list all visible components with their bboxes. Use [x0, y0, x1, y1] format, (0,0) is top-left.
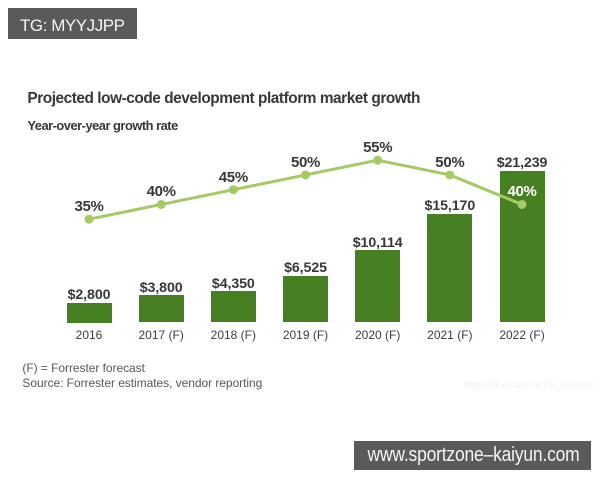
- line-marker: [84, 214, 94, 224]
- bar-value-label: $6,525: [284, 259, 327, 276]
- bar-2018: [210, 291, 256, 323]
- chart-subtitle: Year-over-year growth rate: [27, 118, 178, 134]
- growth-rate-label: 50%: [290, 153, 321, 171]
- telegram-badge-label: TG: MYYJJPP: [19, 16, 125, 35]
- line-marker: [156, 199, 166, 209]
- line-marker: [228, 185, 238, 195]
- bar-value-label: $3,800: [139, 279, 183, 296]
- x-axis-label: 2021 (F): [427, 327, 473, 342]
- bar-2016: [66, 302, 112, 323]
- growth-rate-label: 40%: [507, 183, 537, 201]
- x-axis-label: 2019 (F): [282, 327, 329, 342]
- growth-rate-label: 40%: [146, 183, 176, 201]
- watermark-url-text: https://blog.csdn.net/A_owjmsre: [463, 378, 595, 391]
- bar-value-label: $2,800: [67, 286, 111, 303]
- bar-value-label: $21,239: [496, 154, 548, 171]
- footnote-source: Source: Forrester estimates, vendor repo…: [22, 376, 263, 390]
- bar-value-label: $10,114: [352, 234, 403, 251]
- x-axis-label: 2020 (F): [354, 327, 401, 342]
- growth-rate-label: 55%: [363, 139, 393, 156]
- x-axis-label: 2022 (F): [499, 327, 545, 342]
- growth-rate-label: 35%: [74, 198, 104, 215]
- line-marker: [373, 155, 383, 165]
- bar-2020: [355, 250, 401, 323]
- growth-rate-label: 45%: [218, 168, 248, 186]
- growth-rate-label: 50%: [435, 153, 465, 171]
- bar-2019: [283, 275, 328, 323]
- telegram-badge: TG: MYYJJPP: [8, 8, 137, 39]
- chart-title: Projected low-code development platform …: [27, 89, 421, 107]
- x-axis-label: 2018 (F): [210, 327, 257, 342]
- line-marker: [517, 199, 527, 209]
- bar-2022: [499, 170, 545, 323]
- x-axis-label: 2017 (F): [138, 327, 184, 342]
- bar-2021: [427, 214, 473, 323]
- bar-2017: [138, 295, 184, 323]
- footnote-forecast: (F) = Forrester forecast: [22, 361, 145, 375]
- site-banner: www.sportzone–kaiyun.com: [353, 440, 591, 470]
- line-marker: [301, 170, 311, 180]
- site-banner-label: www.sportzone–kaiyun.com: [368, 444, 580, 467]
- footnotes: (F) = Forrester forecast Source: Forrest…: [22, 361, 262, 391]
- x-axis-label: 2016: [75, 327, 103, 342]
- bar-value-label: $15,170: [424, 198, 476, 215]
- line-marker: [445, 170, 455, 180]
- bar-value-label: $4,350: [211, 275, 255, 292]
